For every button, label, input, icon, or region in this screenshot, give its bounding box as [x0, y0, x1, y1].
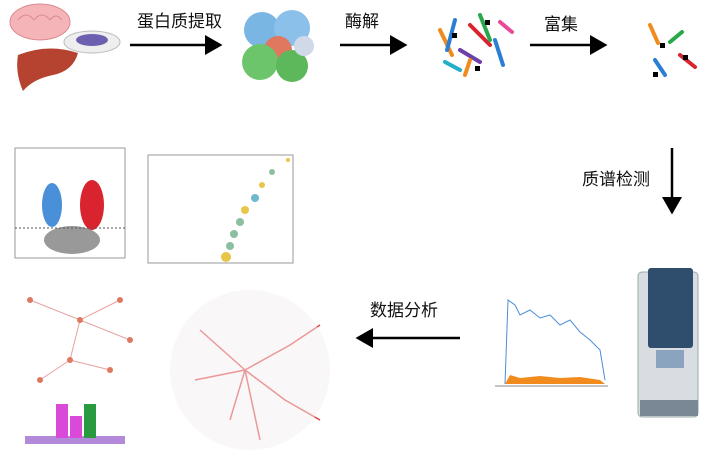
instrument-icon [637, 268, 699, 418]
enriched-icon [648, 23, 697, 77]
volcano-plot [14, 147, 126, 259]
step-label: 酶解 [345, 12, 379, 32]
peptide-icon [438, 13, 514, 77]
bubble-plot [147, 154, 294, 264]
sequence-logo [25, 404, 125, 444]
network-large [170, 290, 330, 450]
network-small [27, 297, 133, 383]
chromatogram [495, 299, 608, 387]
sample-icons [9, 3, 121, 91]
step-label: 蛋白质提取 [137, 12, 222, 32]
step-label: 富集 [544, 15, 578, 35]
step-label: 数据分析 [370, 301, 438, 321]
step-label: 质谱检测 [582, 170, 650, 190]
protein-icon [242, 10, 314, 82]
